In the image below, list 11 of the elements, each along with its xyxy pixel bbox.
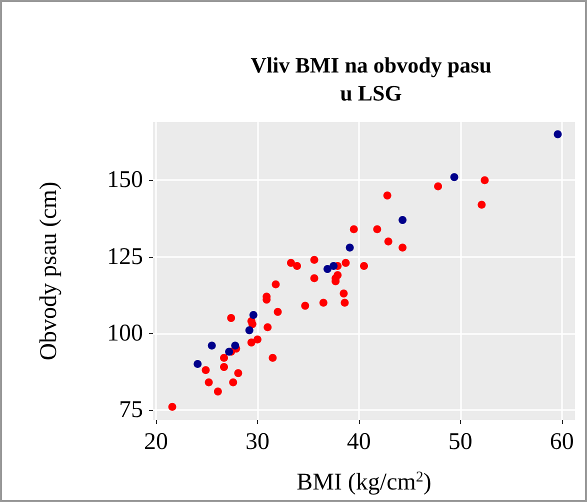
y-axis-title: Obvody psau (cm) xyxy=(36,182,62,360)
x-tick-label: 30 xyxy=(245,429,270,455)
x-tick-label: 40 xyxy=(346,429,371,455)
y-tick-label: 100 xyxy=(107,320,143,346)
x-tick-label: 50 xyxy=(448,429,472,455)
y-tick-label: 125 xyxy=(107,244,143,270)
y-tick-label: 75 xyxy=(119,396,143,423)
chart-title: Vliv BMI na obvody pasu u LSG xyxy=(250,52,492,106)
y-tick-label: 150 xyxy=(107,167,143,194)
x-tick-label: 60 xyxy=(550,429,574,455)
x-tick-label: 20 xyxy=(144,429,168,455)
